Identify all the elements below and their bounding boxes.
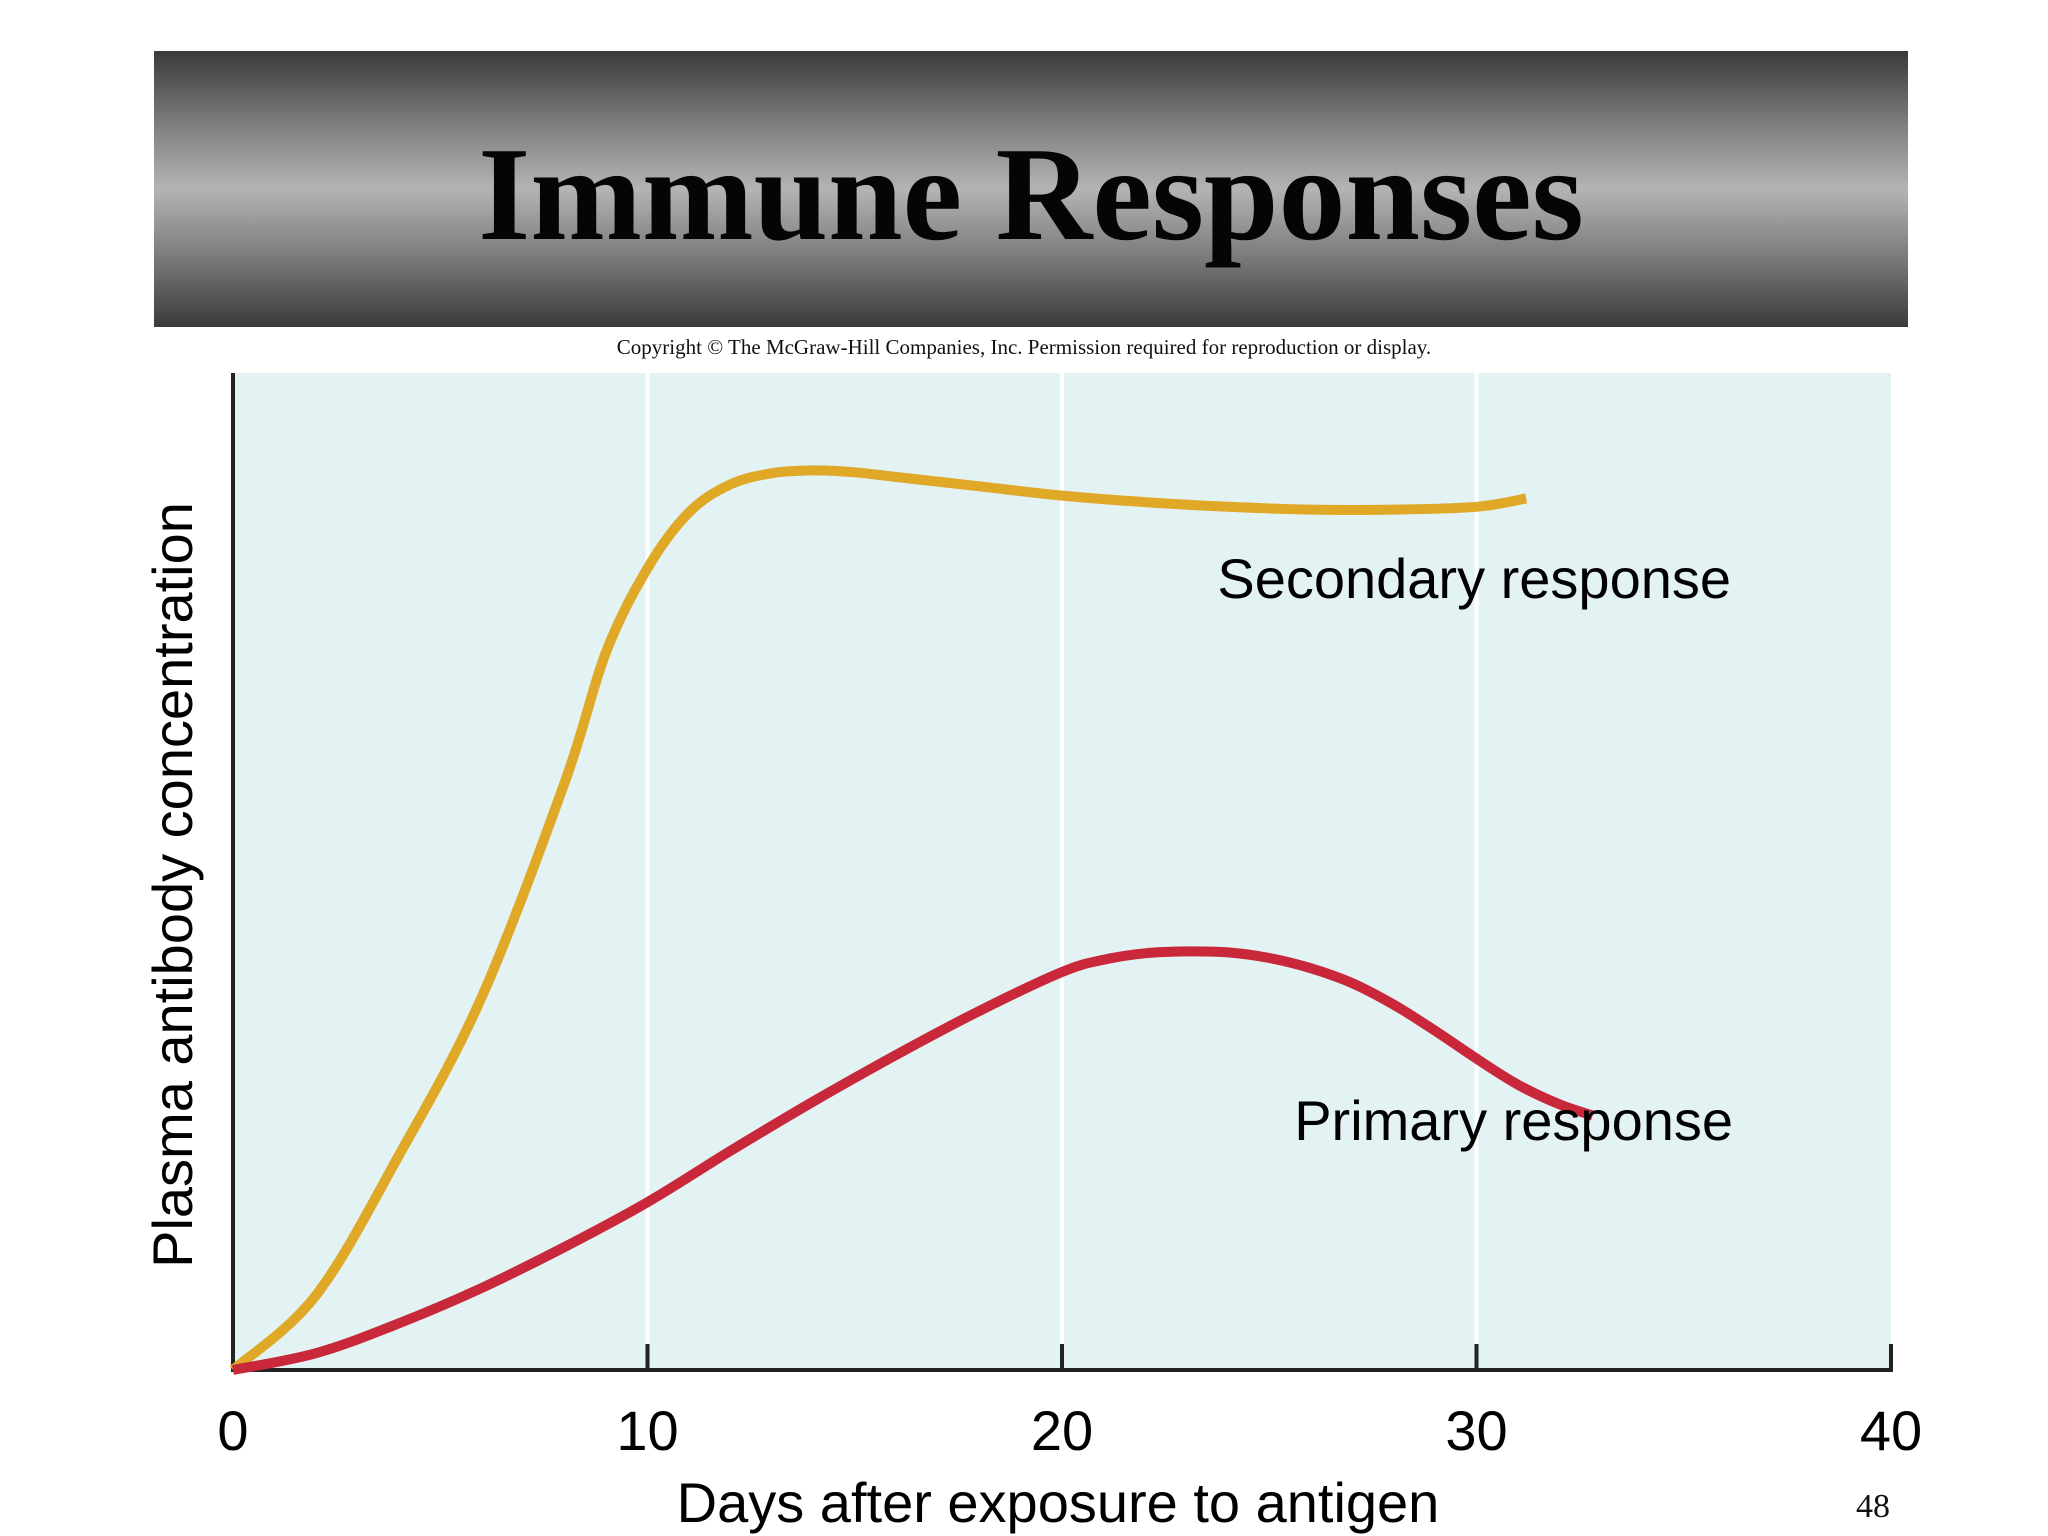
- secondary-response-label: Secondary response: [1217, 547, 1731, 610]
- slide-title: Immune Responses: [478, 120, 1584, 268]
- page-number: 48: [1856, 1488, 1890, 1525]
- x-tick-label-10: 10: [616, 1399, 678, 1462]
- x-tick-label-0: 0: [217, 1399, 248, 1462]
- x-tick-label-20: 20: [1031, 1399, 1093, 1462]
- primary-response-curve: [232, 946, 1595, 1375]
- x-tick-labels: 0 10 20 30 40: [217, 1399, 1922, 1462]
- primary-response-label: Primary response: [1294, 1089, 1733, 1152]
- series-lines: [229, 465, 1595, 1375]
- secondary-response-curve: [229, 465, 1528, 1374]
- x-tick-label-40: 40: [1860, 1399, 1922, 1462]
- x-tick-label-30: 30: [1445, 1399, 1507, 1462]
- axes: [231, 373, 1893, 1372]
- copyright-notice: Copyright © The McGraw-Hill Companies, I…: [616, 335, 1432, 359]
- y-axis-title: Plasma antibody concentration: [141, 502, 204, 1268]
- x-axis-title: Days after exposure to antigen: [677, 1471, 1440, 1534]
- title-banner: Immune Responses: [154, 51, 1908, 327]
